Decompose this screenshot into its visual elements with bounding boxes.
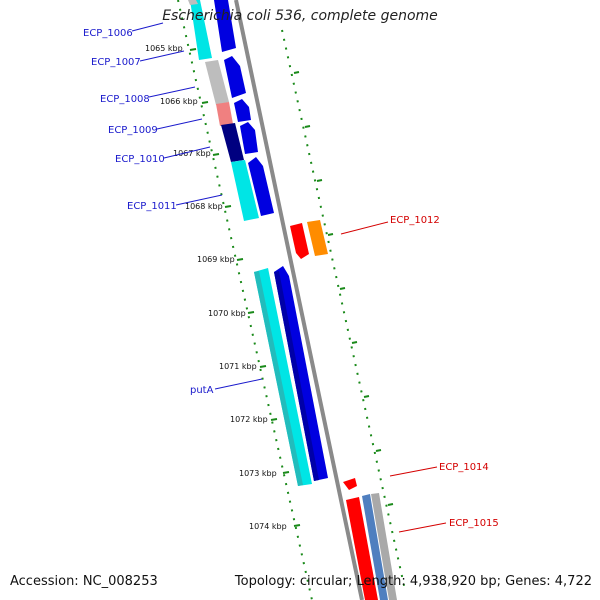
forward-feature-track [188, 0, 312, 486]
accession-text: Accession: NC_008253 [10, 574, 158, 589]
gene-label-ecp1009[interactable]: ECP_1009 [108, 125, 158, 136]
map-title: Escherichia coli 536, complete genome [162, 8, 438, 24]
gene-label-ecp1010[interactable]: ECP_1010 [115, 154, 165, 165]
gene-label-ecp1012[interactable]: ECP_1012 [390, 215, 440, 226]
scale-ticks: 1065 kbp 1066 kbp 1067 kbp 1068 kbp 1069… [145, 44, 301, 531]
topology-text: Topology: circular; Length: 4,938,920 bp… [234, 574, 592, 589]
genome-backbone [234, 0, 364, 600]
scale-dotted-line-right [281, 29, 406, 591]
arrow-puta-shade [274, 271, 319, 481]
feature-block-cyan-top [190, 0, 212, 60]
gene-label-ecp1015[interactable]: ECP_1015 [449, 518, 499, 529]
tick-label-1073: 1073 kbp [239, 469, 277, 478]
tick-label-1071: 1071 kbp [219, 362, 257, 371]
reverse-feature-track [290, 220, 397, 600]
tick-label-1070: 1070 kbp [208, 309, 246, 318]
arrow-ecp1011 [248, 157, 274, 216]
gene-label-ecp1007[interactable]: ECP_1007 [91, 57, 141, 68]
reverse-gene-labels: ECP_1012 ECP_1014 ECP_1015 [340, 215, 499, 533]
tick-label-1072: 1072 kbp [230, 415, 268, 424]
tick-label-1068: 1068 kbp [185, 202, 223, 211]
tick-label-1074: 1074 kbp [249, 522, 287, 531]
block-ecp1015-red [346, 497, 378, 600]
block-ecp1015-blue [362, 494, 388, 600]
feature-block-cyan-mid [231, 160, 259, 221]
arrow-ecp1012 [290, 223, 309, 259]
gene-label-ecp1011[interactable]: ECP_1011 [127, 201, 177, 212]
feature-block-navy [221, 123, 244, 162]
block-ecp1015-grey [371, 493, 397, 600]
feature-block-grey-1 [205, 60, 229, 105]
forward-gene-labels: ECP_1006 ECP_1007 ECP_1008 ECP_1009 ECP_… [83, 22, 263, 396]
forward-arrows [214, 0, 328, 481]
tick-label-1066: 1066 kbp [160, 97, 198, 106]
gene-label-puta[interactable]: putA [190, 385, 214, 396]
arrow-ecp1006 [214, 0, 236, 52]
arrow-ecp1014 [343, 478, 357, 490]
arrow-ecp1008 [234, 99, 251, 122]
arrow-ecp1009 [240, 122, 258, 154]
feature-block-cyan-puta-shade [254, 271, 303, 486]
gene-label-ecp1006[interactable]: ECP_1006 [83, 28, 133, 39]
tick-label-1065: 1065 kbp [145, 44, 183, 53]
scale-dotted-line-left [177, 0, 313, 600]
gene-label-ecp1014[interactable]: ECP_1014 [439, 462, 489, 473]
arrow-ecp1007 [224, 56, 246, 98]
right-tick-marks [293, 71, 394, 506]
feature-block-pink [216, 102, 233, 126]
tick-label-1067: 1067 kbp [173, 149, 211, 158]
feature-block-grey-0 [188, 0, 198, 5]
block-ecp1012-orange [307, 220, 328, 256]
tick-label-1069: 1069 kbp [197, 255, 235, 264]
gene-label-ecp1008[interactable]: ECP_1008 [100, 94, 150, 105]
